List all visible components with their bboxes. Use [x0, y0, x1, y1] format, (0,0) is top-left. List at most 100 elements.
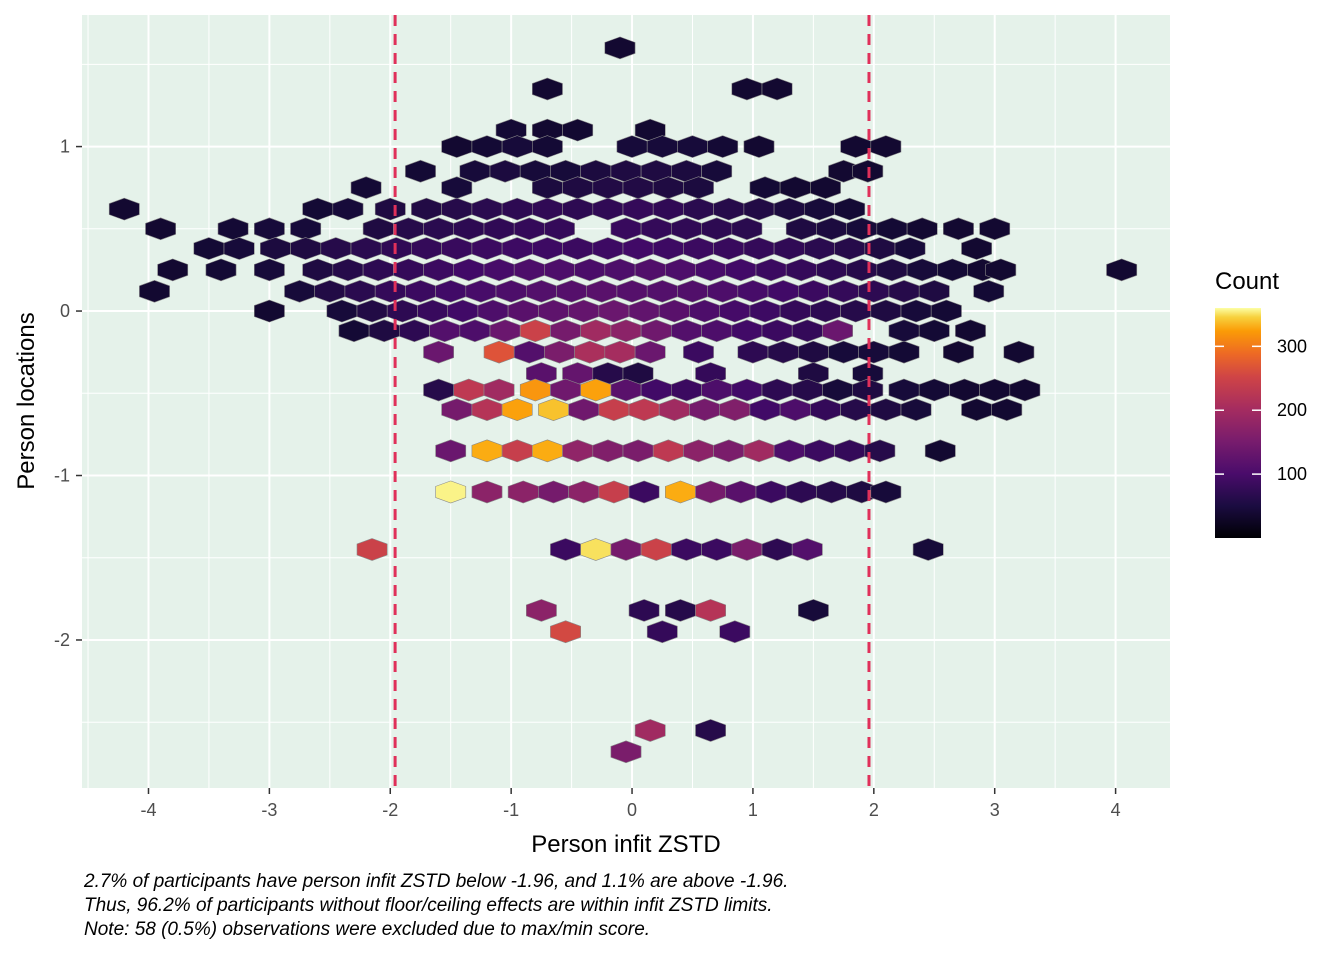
x-tick-label: -1 [503, 800, 519, 820]
hex-bin [701, 159, 733, 183]
chart-caption: 2.7% of participants have person infit Z… [84, 870, 1284, 942]
x-tick-label: 1 [748, 800, 758, 820]
hex-bin [350, 176, 382, 200]
y-axis-title: Person locations [13, 312, 40, 489]
hex-bin [501, 398, 533, 422]
hex-bin [254, 258, 285, 282]
hex-bin [423, 340, 455, 364]
hex-bin [918, 319, 950, 343]
hex-bin [797, 599, 829, 622]
hex-bin [145, 217, 176, 241]
hex-bin [979, 217, 1011, 241]
hex-bin [834, 197, 866, 221]
legend-title: Count [1215, 268, 1279, 295]
hexbin-chart: -4 -3 -2 -1 0 1 2 3 4 -2 -1 0 1 Person infit ZSTD Pe… [13, 15, 1307, 858]
x-tick-label: 4 [1111, 800, 1121, 820]
legend-colorbar [1215, 308, 1261, 538]
x-tick-label: -3 [261, 800, 277, 820]
hex-bin [405, 159, 436, 183]
hex-bin [628, 480, 660, 504]
hex-bin [707, 135, 739, 158]
hex-bin [683, 340, 714, 364]
caption-line-2: Thus, 96.2% of participants without floo… [84, 895, 773, 916]
hex-bin [610, 740, 642, 764]
y-tick-label: -2 [54, 630, 70, 650]
hex-bin [888, 340, 920, 364]
hex-bin [157, 258, 189, 282]
hex-bin [719, 620, 751, 644]
hex-bin [634, 340, 666, 364]
hex-bin [634, 719, 666, 742]
hex-bin [374, 197, 406, 221]
hex-bin [924, 439, 956, 463]
hex-bin [743, 135, 775, 158]
hex-bin [356, 538, 388, 561]
hex-bin [544, 217, 575, 241]
hex-bin [525, 599, 557, 622]
hex-bin [254, 299, 285, 323]
hex-bin [646, 620, 678, 644]
hex-bin [991, 398, 1023, 422]
hex-bin [955, 319, 986, 343]
hex-bin [695, 719, 727, 742]
hex-bin [435, 480, 467, 504]
hex-bin [894, 237, 926, 260]
axes: -4 -3 -2 -1 0 1 2 3 4 -2 -1 0 1 [54, 137, 1121, 820]
hex-bin [761, 77, 793, 101]
hex-bin [332, 197, 364, 221]
hex-bin [531, 77, 563, 101]
legend-tick-label: 100 [1277, 464, 1307, 484]
hex-bin [906, 217, 938, 241]
hex-bin [695, 599, 727, 622]
y-tick-label: 1 [60, 137, 70, 157]
caption-line-1: 2.7% of participants have person infit Z… [84, 871, 789, 892]
hex-bin [1009, 378, 1041, 402]
hex-bin [471, 480, 503, 504]
hex-layer [108, 36, 1138, 764]
hex-bin [731, 217, 763, 241]
x-tick-label: 0 [627, 800, 637, 820]
hex-bin [223, 237, 255, 260]
legend-ticks: 100 200 300 [1215, 336, 1307, 484]
x-tick-label: 2 [869, 800, 879, 820]
caption-line-3: Note: 58 (0.5%) observations were exclud… [84, 919, 651, 940]
hex-bin [810, 176, 841, 200]
hex-bin [870, 480, 902, 504]
x-tick-label: 3 [990, 800, 1000, 820]
legend-tick-label: 300 [1277, 336, 1307, 356]
hex-bin [870, 135, 902, 158]
hex-bin [205, 258, 237, 282]
hex-bin [604, 36, 636, 60]
hex-bin [550, 620, 582, 644]
hex-bin [900, 398, 932, 422]
hex-bin [918, 279, 950, 303]
legend-tick-label: 200 [1277, 400, 1307, 420]
hex-bin [139, 279, 170, 303]
hex-bin [985, 258, 1017, 282]
hex-bin [108, 197, 140, 221]
legend: Count 100 200 300 [1215, 268, 1307, 538]
hex-bin [1003, 340, 1035, 364]
hex-bin [961, 237, 993, 260]
hex-bin [531, 135, 563, 158]
hex-bin [942, 340, 974, 364]
y-tick-label: -1 [54, 466, 70, 486]
hex-bin [628, 599, 660, 622]
x-tick-label: -4 [140, 800, 156, 820]
hex-bin [973, 279, 1005, 303]
hex-bin [912, 538, 944, 561]
hex-bin [942, 217, 974, 241]
hex-bin [864, 439, 896, 463]
hex-bin [562, 118, 594, 142]
y-tick-label: 0 [60, 301, 70, 321]
hex-bin [791, 538, 823, 561]
hex-bin [435, 439, 467, 463]
hex-bin [930, 299, 962, 323]
x-tick-label: -2 [382, 800, 398, 820]
hex-bin [1106, 258, 1138, 282]
x-axis-title: Person infit ZSTD [531, 831, 720, 858]
reference-lines [393, 15, 871, 788]
hex-bin [483, 378, 515, 402]
hex-bin [822, 319, 854, 343]
